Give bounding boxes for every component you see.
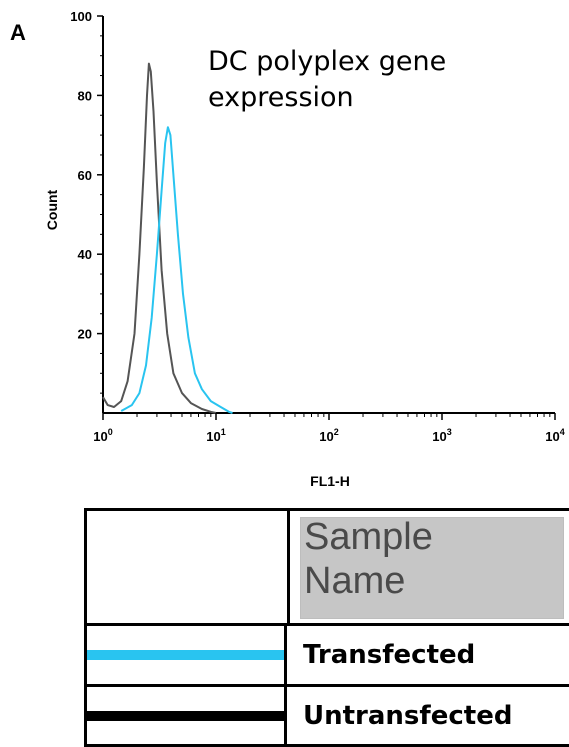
legend-header-label: Sample Name xyxy=(304,516,433,602)
chart-title-line-1: DC polyplex gene xyxy=(208,46,447,77)
legend-label-untransfected: Untransfected xyxy=(303,700,513,731)
legend-header-cell: Sample Name xyxy=(287,511,569,623)
x-tick-label: 102 xyxy=(319,427,338,444)
y-axis-label: Count xyxy=(44,189,60,230)
x-tick-label: 104 xyxy=(545,427,564,444)
legend-table: Sample Name Transfected Untransfected xyxy=(84,508,569,747)
tick-layer: 20 40 60 80 100 100 101 102 103 104 xyxy=(70,9,564,444)
y-tick-label: 100 xyxy=(70,9,92,24)
y-tick-label: 40 xyxy=(78,247,92,262)
legend-header-row: Sample Name xyxy=(84,508,569,626)
series-line-transfected xyxy=(120,126,233,414)
x-tick-label: 101 xyxy=(206,427,225,444)
legend-header-fill xyxy=(300,517,564,619)
chart-title: DC polyplex gene expression xyxy=(208,44,446,116)
chart-title-line-2: expression xyxy=(208,82,354,113)
legend-row-untransfected: Untransfected xyxy=(84,684,569,747)
x-tick-label: 100 xyxy=(93,427,112,444)
y-tick-label: 20 xyxy=(78,327,92,342)
legend-swatch-transfected xyxy=(87,650,284,660)
y-tick-label: 80 xyxy=(78,88,92,103)
legend-row-transfected: Transfected xyxy=(84,623,569,687)
legend-label-transfected: Transfected xyxy=(303,640,476,670)
series-line-untransfected xyxy=(102,62,217,414)
legend-swatch-cell xyxy=(87,687,287,744)
panel-label: A xyxy=(10,20,26,45)
x-axis-label: FL1-H xyxy=(310,473,350,489)
histogram-chart: 20 40 60 80 100 100 101 102 103 104 Count FL1-H xyxy=(44,9,565,489)
series-layer xyxy=(102,62,233,414)
legend-swatch-cell xyxy=(87,626,287,684)
x-tick-label: 103 xyxy=(432,427,451,444)
legend-swatch-untransfected xyxy=(87,710,284,721)
y-tick-label: 60 xyxy=(78,168,92,183)
